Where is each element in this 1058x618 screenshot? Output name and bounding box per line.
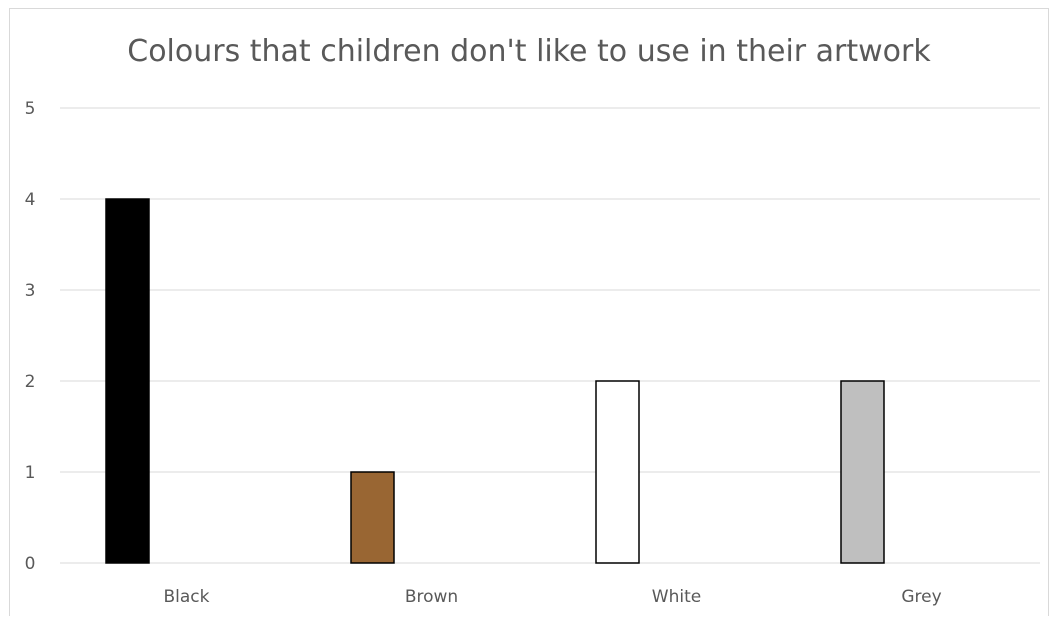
y-tick-label: 2 [25, 372, 36, 392]
chart-title: Colours that children don't like to use … [127, 34, 931, 69]
y-tick-label: 3 [25, 281, 36, 301]
bars [105, 198, 885, 564]
gridlines [60, 107, 1040, 564]
x-axis-tick-labels: Black Brown White Grey [164, 587, 942, 607]
bar-brown [350, 471, 395, 564]
x-tick-label: Black [164, 587, 210, 607]
x-tick-label: Brown [405, 587, 458, 607]
y-axis-tick-labels: 0 1 2 3 4 5 [25, 99, 36, 574]
x-tick-label: White [652, 587, 701, 607]
y-tick-label: 5 [25, 99, 36, 119]
bar-grey [840, 380, 885, 564]
y-tick-label: 1 [25, 463, 36, 483]
x-tick-label: Grey [901, 587, 941, 607]
y-tick-label: 0 [25, 554, 36, 574]
bar-black [105, 198, 150, 564]
bar-white [595, 380, 640, 564]
y-tick-label: 4 [25, 190, 36, 210]
